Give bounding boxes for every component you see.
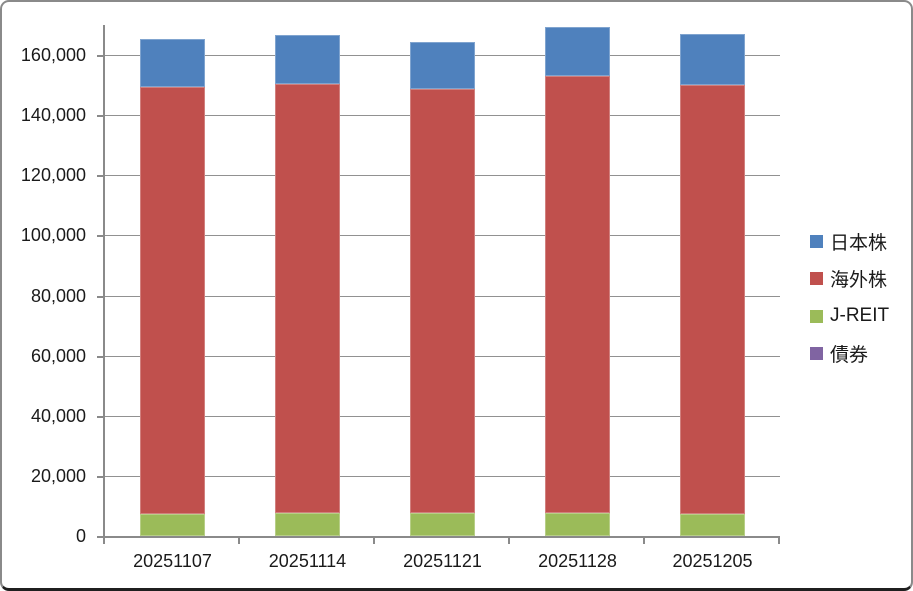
x-tick-mark	[238, 538, 240, 544]
bar-segment-J-REIT	[275, 513, 340, 536]
bar-segment-日本株	[275, 35, 340, 84]
y-tick-mark	[97, 475, 103, 478]
legend-label: 債券	[830, 345, 869, 367]
y-tick-mark	[97, 536, 103, 538]
legend-label: 海外株	[830, 270, 888, 292]
x-tick-label: 20251107	[133, 551, 212, 571]
legend-item: 海外株	[810, 266, 887, 291]
y-tick-label: 120,000	[20, 165, 86, 186]
y-tick-mark	[97, 235, 103, 238]
y-tick-label: 60,000	[30, 345, 86, 366]
x-tick-mark	[778, 538, 780, 544]
y-tick-mark	[97, 355, 103, 358]
legend-label: J-REIT	[830, 305, 890, 327]
x-tick-label: 20251128	[538, 551, 617, 571]
y-tick-label: 20,000	[30, 465, 86, 486]
bar-segment-海外株	[140, 87, 205, 514]
y-tick-mark	[97, 295, 103, 298]
bar-segment-J-REIT	[680, 513, 745, 536]
y-tick-mark	[97, 415, 103, 418]
y-tick-mark	[97, 115, 103, 118]
legend-item: 債券	[810, 341, 868, 366]
bar-segment-J-REIT	[410, 513, 475, 536]
bar-segment-海外株	[275, 83, 340, 514]
bar-segment-海外株	[410, 89, 475, 514]
x-tick-mark	[373, 538, 375, 544]
x-tick-label: 20251114	[268, 551, 347, 571]
bar-segment-海外株	[680, 84, 745, 514]
y-tick-label: 140,000	[20, 105, 86, 126]
legend-item: J-REIT	[810, 304, 889, 329]
bar-segment-海外株	[545, 76, 610, 514]
bar-segment-日本株	[140, 39, 205, 88]
x-tick-mark	[643, 538, 645, 544]
y-tick-mark	[97, 55, 103, 58]
x-tick-label: 20251205	[672, 551, 753, 571]
legend-label: 日本株	[830, 233, 888, 254]
legend-swatch-icon	[810, 347, 823, 361]
y-tick-label: 160,000	[20, 45, 86, 66]
x-tick-label: 20251121	[403, 551, 482, 571]
plot-area	[103, 25, 780, 538]
bar-segment-日本株	[410, 41, 475, 90]
legend-item: 日本株	[810, 229, 887, 254]
legend-swatch-icon	[810, 235, 823, 248]
bar-segment-日本株	[545, 27, 610, 77]
y-tick-mark	[97, 175, 103, 178]
x-tick-mark	[103, 538, 105, 544]
y-tick-label: 100,000	[20, 225, 86, 246]
x-tick-mark	[508, 538, 510, 544]
y-tick-label: 0	[75, 526, 86, 546]
bar-segment-J-REIT	[140, 513, 205, 536]
y-tick-label: 80,000	[30, 285, 86, 306]
legend-swatch-icon	[810, 309, 823, 323]
legend-swatch-icon	[810, 272, 823, 286]
bar-segment-J-REIT	[545, 513, 610, 536]
y-tick-label: 40,000	[30, 405, 86, 426]
bar-segment-日本株	[680, 34, 745, 85]
